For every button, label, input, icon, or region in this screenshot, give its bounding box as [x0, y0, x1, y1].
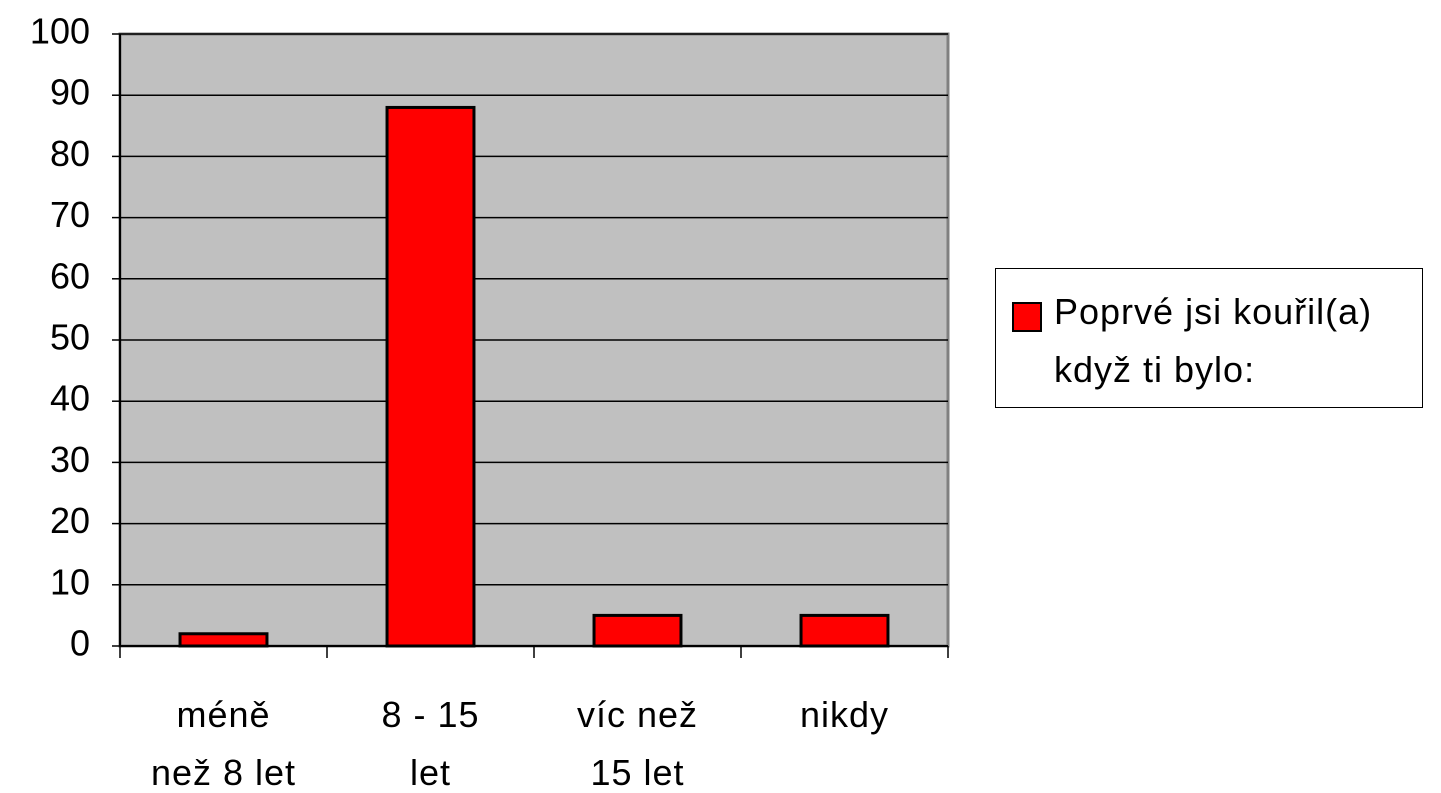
y-tick-label: 70	[50, 194, 90, 235]
x-tick-label: víc než 15 let	[576, 694, 699, 793]
y-tick-label: 30	[50, 439, 90, 480]
y-tick-label: 100	[30, 11, 90, 52]
legend-swatch	[1012, 302, 1042, 332]
x-tick-label: nikdy	[799, 694, 890, 735]
legend-label: Poprvé jsi kouřil(a) když ti bylo:	[1054, 291, 1373, 390]
y-tick-label: 0	[70, 623, 90, 664]
y-tick-label: 10	[50, 561, 90, 602]
bar	[385, 105, 476, 648]
bar	[178, 632, 269, 648]
y-tick-label: 40	[50, 378, 90, 419]
y-tick-label: 60	[50, 255, 90, 296]
legend: Poprvé jsi kouřil(a) když ti bylo:	[995, 268, 1423, 408]
y-tick-label: 50	[50, 317, 90, 358]
y-tick-label: 90	[50, 72, 90, 113]
x-tick-label: méně než 8 let	[150, 694, 297, 793]
y-tick-label: 20	[50, 500, 90, 541]
y-tick-label: 80	[50, 133, 90, 174]
bar	[799, 613, 890, 648]
bar	[592, 613, 683, 648]
x-tick-label: 8 - 15 let	[381, 694, 480, 793]
